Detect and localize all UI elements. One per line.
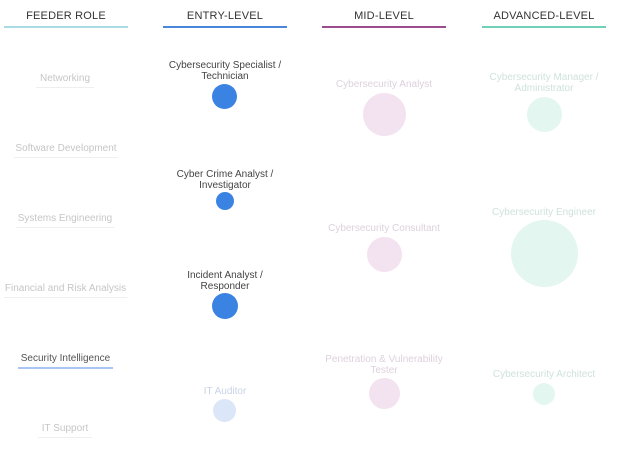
mid-node-cybersecurity-consultant[interactable] xyxy=(367,237,402,272)
entry-role-label-line2: Technician xyxy=(201,71,249,82)
advanced-role-label-line2: Administrator xyxy=(514,83,574,94)
advanced-role-label-line1: Cybersecurity Architect xyxy=(492,369,596,380)
column-underline-feeder xyxy=(4,26,128,28)
column-header-advanced: ADVANCED-LEVEL xyxy=(482,8,606,28)
column-underline-advanced xyxy=(482,26,606,28)
feeder-role-it-support[interactable]: IT Support xyxy=(38,422,92,438)
advanced-node-cybersecurity-architect[interactable] xyxy=(533,383,555,405)
feeder-role-networking[interactable]: Networking xyxy=(36,72,94,88)
mid-role-label-line1: Cybersecurity Analyst xyxy=(335,79,433,90)
mid-role-cybersecurity-consultant[interactable]: Cybersecurity Consultant xyxy=(322,223,446,234)
entry-role-label-line1: Cyber Crime Analyst / xyxy=(176,169,274,180)
mid-node-cybersecurity-analyst[interactable] xyxy=(363,93,406,136)
feeder-role-security-intelligence[interactable]: Security Intelligence xyxy=(18,352,113,369)
entry-node-incident-analyst[interactable] xyxy=(212,293,238,319)
column-underline-entry xyxy=(163,26,287,28)
feeder-role-financial-risk-analysis[interactable]: Financial and Risk Analysis xyxy=(4,282,127,298)
entry-role-it-auditor[interactable]: IT Auditor xyxy=(163,386,287,397)
mid-role-penetration-tester[interactable]: Penetration & Vulnerability Tester xyxy=(322,354,446,376)
advanced-role-label-line1: Cybersecurity Manager / xyxy=(489,72,599,83)
advanced-node-cybersecurity-engineer[interactable] xyxy=(511,220,578,287)
feeder-role-software-development[interactable]: Software Development xyxy=(14,142,118,158)
feeder-role-systems-engineering[interactable]: Systems Engineering xyxy=(16,212,114,228)
column-title-mid: MID-LEVEL xyxy=(354,10,414,22)
column-underline-mid xyxy=(322,26,446,28)
mid-node-penetration-tester[interactable] xyxy=(369,378,400,409)
column-title-advanced: ADVANCED-LEVEL xyxy=(493,10,595,22)
mid-role-label-line1: Cybersecurity Consultant xyxy=(328,223,440,234)
column-header-feeder: FEEDER ROLE xyxy=(4,8,128,28)
entry-node-cybersecurity-specialist[interactable] xyxy=(212,84,237,109)
advanced-role-cybersecurity-engineer[interactable]: Cybersecurity Engineer xyxy=(482,207,606,218)
column-header-mid: MID-LEVEL xyxy=(322,8,446,28)
entry-role-label-line1: Incident Analyst / xyxy=(187,270,263,281)
column-title-entry: ENTRY-LEVEL xyxy=(186,10,264,22)
entry-role-label-line2: Responder xyxy=(200,281,250,292)
column-header-entry: ENTRY-LEVEL xyxy=(163,8,287,28)
advanced-role-cybersecurity-manager[interactable]: Cybersecurity Manager / Administrator xyxy=(482,72,606,94)
mid-role-cybersecurity-analyst[interactable]: Cybersecurity Analyst xyxy=(322,79,446,90)
entry-role-incident-analyst[interactable]: Incident Analyst / Responder xyxy=(163,270,287,292)
entry-node-it-auditor[interactable] xyxy=(213,399,236,422)
advanced-role-label-line1: Cybersecurity Engineer xyxy=(492,207,596,218)
entry-role-label-line1: Cybersecurity Specialist / xyxy=(168,60,282,71)
entry-role-cyber-crime-analyst[interactable]: Cyber Crime Analyst / Investigator xyxy=(163,169,287,191)
entry-role-label-line1: IT Auditor xyxy=(203,386,247,397)
mid-role-label-line1: Penetration & Vulnerability xyxy=(325,354,443,365)
mid-role-label-line2: Tester xyxy=(370,365,398,376)
entry-node-cyber-crime-analyst[interactable] xyxy=(216,192,234,210)
column-title-feeder: FEEDER ROLE xyxy=(26,10,106,22)
entry-role-label-line2: Investigator xyxy=(199,180,251,191)
advanced-role-cybersecurity-architect[interactable]: Cybersecurity Architect xyxy=(482,369,606,380)
entry-role-cybersecurity-specialist[interactable]: Cybersecurity Specialist / Technician xyxy=(163,60,287,82)
advanced-node-cybersecurity-manager[interactable] xyxy=(527,97,562,132)
